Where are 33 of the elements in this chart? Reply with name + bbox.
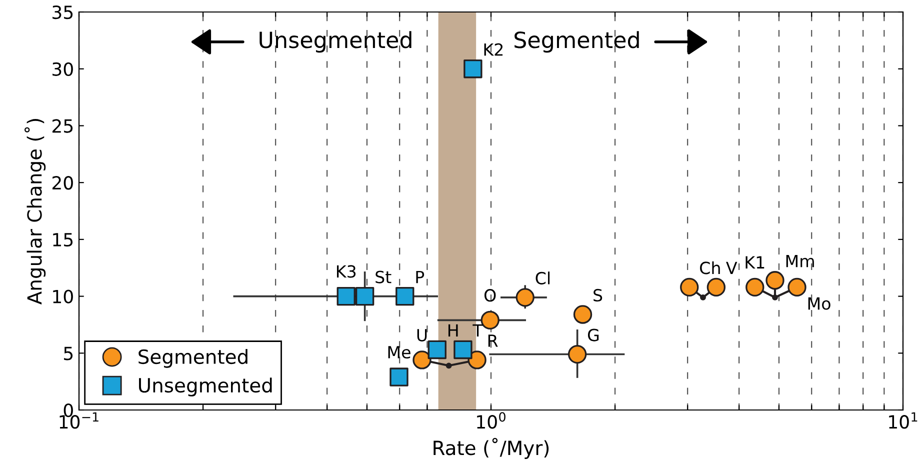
y-tick-label: 30: [52, 62, 73, 76]
annotation: Cl: [536, 272, 550, 284]
annotation: U: [417, 329, 427, 342]
annotation: K1: [746, 256, 764, 268]
y-tick-label: 25: [52, 119, 73, 133]
annotation: V: [726, 262, 738, 274]
x-tick-label: 10$^{1}$: [889, 412, 918, 429]
annotation: K3: [336, 265, 356, 278]
annotation: S: [594, 288, 602, 302]
annotation: H: [448, 324, 458, 337]
y-tick-label: 35: [52, 5, 73, 20]
annotation: R: [488, 334, 498, 347]
x-axis-title: Rate (˚/Myr): [434, 438, 549, 460]
annotation: Ch: [700, 261, 720, 274]
y-tick-label: 15: [53, 233, 73, 247]
annotation: G: [588, 328, 599, 342]
legend-label: Unsegmented: [139, 378, 272, 396]
annotation: Mo: [808, 297, 830, 310]
y-axis-title: Angular Change (˚): [24, 119, 46, 304]
legend-label: Segmented: [138, 349, 248, 368]
annotation: Me: [388, 346, 410, 359]
annotation: St: [376, 270, 392, 284]
annotation: Mm: [786, 255, 814, 268]
annotation: Segmented: [514, 31, 639, 53]
annotation: P: [416, 270, 424, 284]
y-tick-label: 5: [64, 346, 73, 360]
y-tick-label: 20: [52, 176, 73, 190]
y-tick-label: 10: [53, 290, 73, 304]
annotation: K2: [484, 43, 503, 56]
annotation: T: [472, 324, 483, 337]
x-tick-label: 10$^{0}$: [477, 412, 506, 429]
annotation: O: [484, 289, 496, 302]
annotation: Unsegmented: [260, 31, 412, 53]
